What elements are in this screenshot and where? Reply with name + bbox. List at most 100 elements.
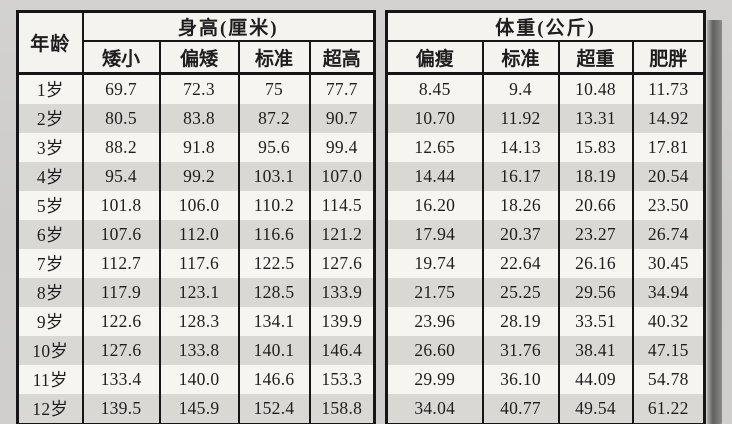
- group-header-row: 体重(公斤): [385, 11, 706, 42]
- weight-value-cell: 9.4: [481, 73, 560, 104]
- weight-value-cell: 40.32: [631, 307, 706, 336]
- table-row: 21.75 25.25 29.56 34.94: [385, 278, 706, 307]
- weight-group-header: 体重(公斤): [385, 11, 706, 42]
- table-row: 26.60 31.76 38.41 47.15: [385, 336, 706, 365]
- table-row: 1岁 69.7 72.3 75 77.7: [16, 73, 376, 104]
- height-value-cell: 90.7: [308, 104, 376, 133]
- height-value-cell: 106.0: [158, 191, 240, 220]
- height-value-cell: 123.1: [158, 278, 240, 307]
- weight-value-cell: 26.74: [631, 220, 706, 249]
- weight-value-cell: 14.92: [631, 104, 706, 133]
- weight-value-cell: 44.09: [557, 365, 634, 394]
- weight-value-cell: 18.26: [481, 191, 560, 220]
- age-cell: 6岁: [16, 220, 84, 249]
- weight-value-cell: 8.45: [385, 73, 484, 104]
- weight-value-cell: 11.92: [481, 104, 560, 133]
- age-cell: 8岁: [16, 278, 84, 307]
- weight-value-cell: 12.65: [385, 133, 484, 162]
- height-value-cell: 112.7: [81, 249, 161, 278]
- height-value-cell: 117.6: [158, 249, 240, 278]
- right-shadow-bar: [707, 20, 722, 424]
- weight-value-cell: 16.20: [385, 191, 484, 220]
- weight-table: 体重(公斤) 偏瘦 标准 超重 肥胖 8.45 9.4 10.48 11.73 10.70 11…: [385, 10, 707, 424]
- weight-value-cell: 23.96: [385, 307, 484, 336]
- height-subheader: 偏矮: [158, 41, 240, 75]
- weight-value-cell: 19.74: [385, 249, 484, 278]
- weight-value-cell: 54.78: [631, 365, 706, 394]
- height-value-cell: 110.2: [237, 191, 311, 220]
- height-value-cell: 87.2: [237, 104, 311, 133]
- weight-value-cell: 23.27: [557, 220, 634, 249]
- height-subheader: 矮小: [81, 41, 161, 75]
- height-value-cell: 101.8: [81, 191, 161, 220]
- age-cell: 1岁: [16, 73, 84, 104]
- weight-subheader: 肥胖: [631, 41, 706, 75]
- table-row: 23.96 28.19 33.51 40.32: [385, 307, 706, 336]
- table-row: 2岁 80.5 83.8 87.2 90.7: [16, 104, 376, 133]
- table-row: 8岁 117.9 123.1 128.5 133.9: [16, 278, 376, 307]
- height-value-cell: 153.3: [308, 365, 376, 394]
- table-row: 3岁 88.2 91.8 95.6 99.4: [16, 133, 376, 162]
- weight-value-cell: 26.16: [557, 249, 634, 278]
- table-row: 29.99 36.10 44.09 54.78: [385, 365, 706, 394]
- height-value-cell: 72.3: [158, 73, 240, 104]
- height-subheader-row: 矮小 偏矮 标准 超高: [18, 41, 376, 75]
- age-column-header: 年龄: [16, 11, 84, 75]
- height-value-cell: 117.9: [81, 278, 161, 307]
- height-value-cell: 133.9: [308, 278, 376, 307]
- weight-value-cell: 40.77: [481, 394, 560, 424]
- weight-value-cell: 28.19: [481, 307, 560, 336]
- weight-value-cell: 31.76: [481, 336, 560, 365]
- weight-value-cell: 38.41: [557, 336, 634, 365]
- group-header-row: 年龄 身高(厘米): [16, 11, 376, 75]
- height-value-cell: 122.6: [81, 307, 161, 336]
- height-value-cell: 146.4: [308, 336, 376, 365]
- age-cell: 10岁: [16, 336, 84, 365]
- height-value-cell: 121.2: [308, 220, 376, 249]
- height-value-cell: 152.4: [237, 394, 311, 424]
- height-value-cell: 122.5: [237, 249, 311, 278]
- height-value-cell: 95.6: [237, 133, 311, 162]
- height-value-cell: 83.8: [158, 104, 240, 133]
- table-row: 4岁 95.4 99.2 103.1 107.0: [16, 162, 376, 191]
- table-row: 10岁 127.6 133.8 140.1 146.4: [16, 336, 376, 365]
- weight-value-cell: 23.50: [631, 191, 706, 220]
- table-row: 10.70 11.92 13.31 14.92: [385, 104, 706, 133]
- table-row: 12岁 139.5 145.9 152.4 158.8: [16, 394, 376, 424]
- weight-value-cell: 14.13: [481, 133, 560, 162]
- weight-value-cell: 47.15: [631, 336, 706, 365]
- table-row: 11岁 133.4 140.0 146.6 153.3: [16, 365, 376, 394]
- height-value-cell: 140.0: [158, 365, 240, 394]
- height-value-cell: 133.8: [158, 336, 240, 365]
- height-value-cell: 112.0: [158, 220, 240, 249]
- weight-value-cell: 36.10: [481, 365, 560, 394]
- table-row: 14.44 16.17 18.19 20.54: [385, 162, 706, 191]
- weight-value-cell: 13.31: [557, 104, 634, 133]
- height-value-cell: 91.8: [158, 133, 240, 162]
- weight-value-cell: 25.25: [481, 278, 560, 307]
- table-row: 12.65 14.13 15.83 17.81: [385, 133, 706, 162]
- age-cell: 4岁: [16, 162, 84, 191]
- height-value-cell: 88.2: [81, 133, 161, 162]
- age-cell: 12岁: [16, 394, 84, 424]
- weight-value-cell: 22.64: [481, 249, 560, 278]
- height-value-cell: 128.3: [158, 307, 240, 336]
- weight-value-cell: 34.04: [385, 394, 484, 424]
- weight-value-cell: 15.83: [557, 133, 634, 162]
- table-row: 19.74 22.64 26.16 30.45: [385, 249, 706, 278]
- height-subheader: 标准: [237, 41, 311, 75]
- height-value-cell: 77.7: [308, 73, 376, 104]
- table-row: 6岁 107.6 112.0 116.6 121.2: [16, 220, 376, 249]
- height-value-cell: 134.1: [237, 307, 311, 336]
- age-cell: 7岁: [16, 249, 84, 278]
- weight-value-cell: 20.54: [631, 162, 706, 191]
- weight-subheader: 标准: [481, 41, 560, 75]
- table-row: 16.20 18.26 20.66 23.50: [385, 191, 706, 220]
- height-value-cell: 80.5: [81, 104, 161, 133]
- table-row: 8.45 9.4 10.48 11.73: [385, 73, 706, 104]
- height-value-cell: 114.5: [308, 191, 376, 220]
- weight-subheader: 超重: [557, 41, 634, 75]
- weight-subheader: 偏瘦: [385, 41, 484, 75]
- height-value-cell: 107.6: [81, 220, 161, 249]
